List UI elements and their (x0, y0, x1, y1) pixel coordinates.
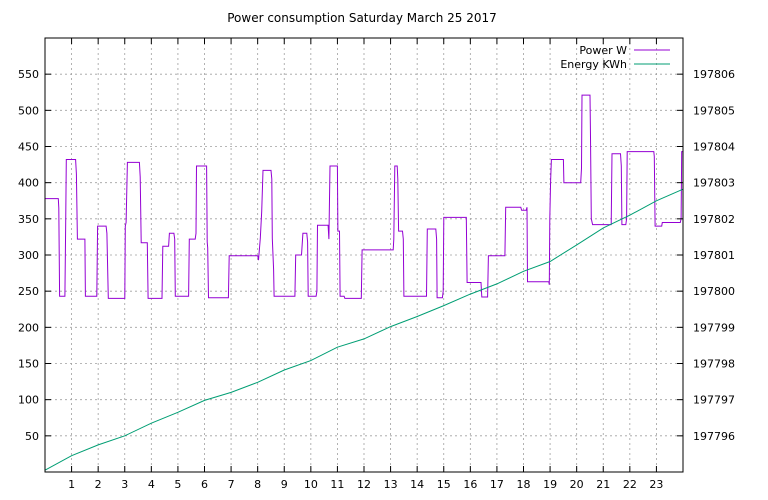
x-tick-label: 5 (174, 478, 181, 491)
x-tick-label: 10 (304, 478, 318, 491)
x-tick-label: 13 (384, 478, 398, 491)
y-tick-label: 150 (18, 358, 39, 371)
x-tick-label: 15 (437, 478, 451, 491)
y2-tick-label: 197801 (693, 249, 735, 262)
y2-tick-label: 197798 (693, 358, 735, 371)
x-tick-label: 17 (490, 478, 504, 491)
x-tick-label: 6 (201, 478, 208, 491)
y-tick-label: 350 (18, 213, 39, 226)
y2-tick-label: 197799 (693, 321, 735, 334)
x-tick-label: 21 (596, 478, 610, 491)
y2-tick-label: 197800 (693, 285, 735, 298)
y-tick-label: 300 (18, 249, 39, 262)
y2-tick-label: 197806 (693, 68, 735, 81)
series-line-energy (44, 188, 684, 471)
series-line-power (45, 94, 683, 299)
x-tick-label: 18 (517, 478, 531, 491)
legend-label-energy: Energy KWh (560, 58, 627, 71)
x-tick-label: 9 (281, 478, 288, 491)
x-tick-label: 2 (95, 478, 102, 491)
y-tick-label: 50 (25, 430, 39, 443)
x-tick-label: 7 (228, 478, 235, 491)
y-tick-label: 200 (18, 321, 39, 334)
y-tick-label: 100 (18, 394, 39, 407)
x-tick-label: 22 (623, 478, 637, 491)
y2-tick-label: 197804 (693, 141, 735, 154)
y2-tick-label: 197802 (693, 213, 735, 226)
x-tick-label: 11 (330, 478, 344, 491)
series-layer (44, 94, 684, 471)
ticks-layer: 1 2 3 4 5 6 7 8 9 10 11 12 13 14 15 16 17 18 19 20 21 22 23501… (18, 38, 735, 491)
x-tick-label: 23 (649, 478, 663, 491)
x-tick-label: 12 (357, 478, 371, 491)
x-tick-label: 8 (254, 478, 261, 491)
y2-tick-label: 197805 (693, 104, 735, 117)
x-tick-label: 19 (543, 478, 557, 491)
y-tick-label: 500 (18, 104, 39, 117)
x-tick-label: 3 (121, 478, 128, 491)
y2-tick-label: 197797 (693, 394, 735, 407)
y2-tick-label: 197803 (693, 177, 735, 190)
x-tick-label: 14 (410, 478, 424, 491)
y-tick-label: 250 (18, 285, 39, 298)
y-tick-label: 550 (18, 68, 39, 81)
legend-label-power: Power W (579, 44, 627, 57)
x-tick-label: 4 (148, 478, 155, 491)
x-tick-label: 1 (68, 478, 75, 491)
x-tick-label: 20 (570, 478, 584, 491)
x-tick-label: 16 (463, 478, 477, 491)
y-tick-label: 450 (18, 141, 39, 154)
chart-title: Power consumption Saturday March 25 2017 (227, 11, 497, 25)
y-tick-label: 400 (18, 177, 39, 190)
y2-tick-label: 197796 (693, 430, 735, 443)
